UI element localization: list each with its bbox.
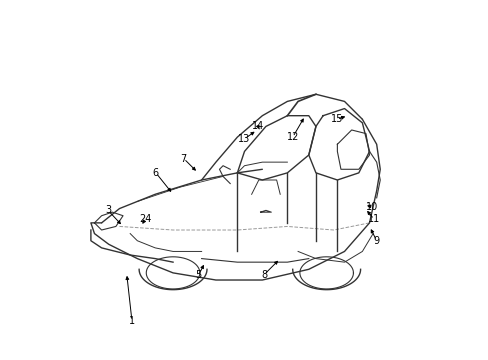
Text: 13: 13 — [238, 134, 250, 144]
Text: 8: 8 — [261, 270, 266, 280]
Text: 24: 24 — [139, 214, 151, 224]
Text: 5: 5 — [195, 270, 202, 280]
Text: 11: 11 — [367, 214, 380, 224]
Text: 1: 1 — [129, 316, 135, 326]
Text: 3: 3 — [105, 205, 111, 215]
Text: 14: 14 — [251, 121, 264, 131]
Text: 6: 6 — [153, 168, 159, 178]
Text: 12: 12 — [286, 132, 298, 142]
Text: 15: 15 — [330, 114, 342, 124]
Text: 10: 10 — [366, 202, 378, 212]
Text: 9: 9 — [373, 236, 379, 246]
Text: 7: 7 — [180, 154, 186, 163]
